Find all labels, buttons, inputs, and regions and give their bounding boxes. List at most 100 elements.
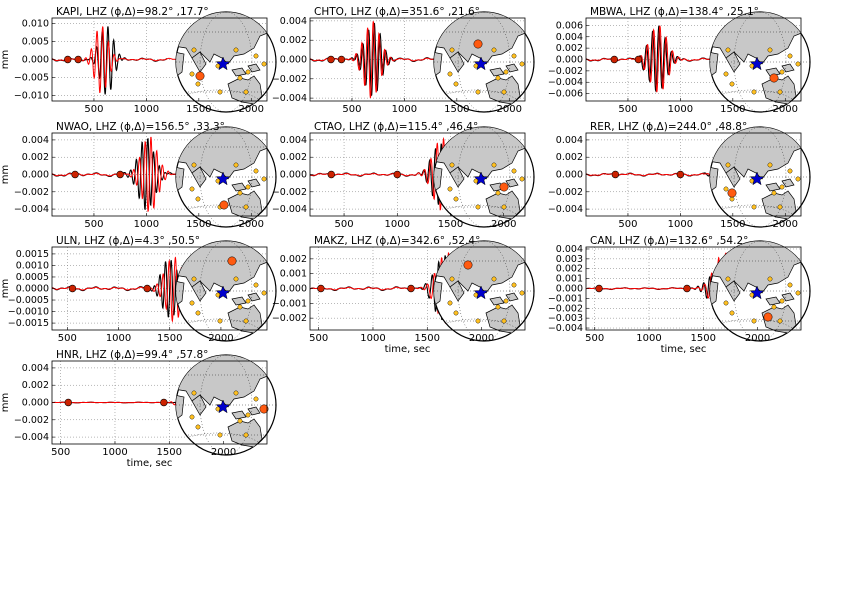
graticule — [434, 127, 534, 227]
station-icon — [243, 204, 249, 210]
window-marker — [143, 284, 151, 293]
chart-title: CHTO, LHZ (ϕ,Δ)=351.6° ,21.6° — [314, 6, 480, 18]
y-tick-label: −0.001 — [548, 293, 583, 304]
island-land — [765, 182, 781, 192]
station-icon — [447, 71, 453, 77]
x-tick-label: 500 — [309, 333, 328, 344]
y-tick-label: 0.002 — [280, 152, 307, 163]
globe-inset — [433, 240, 535, 342]
x-tick-label: 1000 — [668, 219, 693, 230]
asia-land — [176, 241, 271, 294]
station-icon — [449, 276, 455, 282]
graticule — [176, 355, 276, 455]
station-icon — [729, 81, 735, 87]
station-icon — [195, 81, 201, 87]
asia-land — [710, 241, 805, 294]
station-icon — [519, 61, 525, 67]
chart-panel: 500 1000 1500 2000 −0.004 −0.002 0.000 0.002 0.0… — [548, 121, 811, 230]
station-icon — [503, 69, 509, 75]
y-tick-label: −0.002 — [272, 313, 307, 324]
station-icon — [233, 162, 239, 168]
station-icon — [777, 318, 783, 324]
x-tick-label: 1500 — [157, 447, 182, 458]
x-tick-label: 2000 — [239, 219, 264, 230]
island-land — [765, 67, 781, 77]
y-tick-label: 0.002 — [556, 43, 583, 54]
globe-inset — [175, 354, 277, 456]
x-tick-label: 2000 — [773, 104, 798, 115]
graticule — [710, 127, 810, 227]
chart-title: ULN, LHZ (ϕ,Δ)=4.3° ,50.5° — [56, 235, 200, 247]
window-marker — [337, 55, 346, 64]
chart-panel: 500 1000 1500 2000 −0.004 −0.002 0.000 0.002 0.0… — [272, 121, 535, 230]
x-tick-label: 2000 — [491, 219, 516, 230]
station-icon — [243, 89, 249, 95]
x-tick-label: 500 — [618, 219, 637, 230]
india-land — [449, 280, 465, 302]
station-icon — [725, 162, 731, 168]
y-tick-label: 0.0005 — [16, 272, 49, 283]
y-tick-label: 0.000 — [280, 284, 307, 295]
y-tick-label: 0.002 — [556, 152, 583, 163]
star-icon — [473, 171, 489, 186]
station-icon — [777, 204, 783, 210]
station-icon — [795, 290, 801, 296]
y-tick-label: −0.006 — [548, 89, 583, 100]
station-icon — [751, 89, 757, 95]
y-tick-label: −0.0015 — [8, 318, 49, 329]
window-marker — [116, 170, 124, 179]
x-axis-label: time, sec — [127, 458, 173, 469]
y-tick-label: −0.002 — [548, 66, 583, 77]
asia-land — [176, 12, 271, 65]
y-tick-label: 0.001 — [556, 274, 583, 285]
window-marker — [327, 55, 335, 64]
x-tick-label: 1500 — [415, 333, 440, 344]
x-tick-label: 1500 — [720, 219, 745, 230]
station-icon — [501, 89, 507, 95]
x-tick-label: 1500 — [186, 219, 211, 230]
station-icon — [195, 196, 201, 202]
graticule — [176, 241, 276, 341]
y-tick-label: 0.002 — [280, 35, 307, 46]
graticule-line — [457, 127, 511, 227]
y-tick-label: −0.004 — [548, 323, 583, 334]
window-marker — [407, 284, 415, 293]
chart-title: RER, LHZ (ϕ,Δ)=244.0° ,48.8° — [590, 121, 747, 133]
x-tick-label: 1000 — [134, 104, 159, 115]
y-tick-label: 0.000 — [556, 170, 583, 181]
station-icon — [237, 190, 243, 196]
station-icon — [751, 318, 757, 324]
x-tick-label: 2000 — [239, 104, 264, 115]
station-icon — [763, 312, 773, 322]
station-icon — [777, 89, 783, 95]
station-icon — [245, 412, 251, 418]
x-tick-label: 1500 — [186, 104, 211, 115]
island-land — [247, 178, 261, 188]
station-icon — [253, 53, 259, 59]
y-tick-label: −0.0005 — [8, 295, 49, 306]
y-tick-label: 0.0015 — [16, 249, 49, 260]
station-icon — [189, 300, 195, 306]
station-icon — [519, 290, 525, 296]
station-icon — [503, 298, 509, 304]
chart-title: CAN, LHZ (ϕ,Δ)=132.6° ,54.2° — [590, 235, 748, 247]
landmass — [710, 127, 805, 220]
india-land — [449, 51, 465, 73]
y-tick-label: 0.002 — [280, 254, 307, 265]
station-icon — [511, 53, 517, 59]
globe-inset — [709, 126, 811, 228]
star-icon — [215, 56, 231, 71]
station-icon — [723, 71, 729, 77]
y-tick-label: −0.004 — [548, 204, 583, 215]
station-icon — [495, 304, 501, 310]
station-icon — [453, 310, 459, 316]
station-icon — [779, 298, 785, 304]
window-marker — [71, 170, 79, 179]
star-icon — [749, 171, 765, 186]
station-icon — [475, 318, 481, 324]
chart-title: MAKZ, LHZ (ϕ,Δ)=342.6° ,52.4° — [314, 235, 480, 247]
globe-inset — [433, 11, 535, 113]
globe-inset — [175, 126, 277, 228]
y-tick-label: −0.002 — [14, 415, 49, 426]
station-icon — [259, 404, 269, 414]
